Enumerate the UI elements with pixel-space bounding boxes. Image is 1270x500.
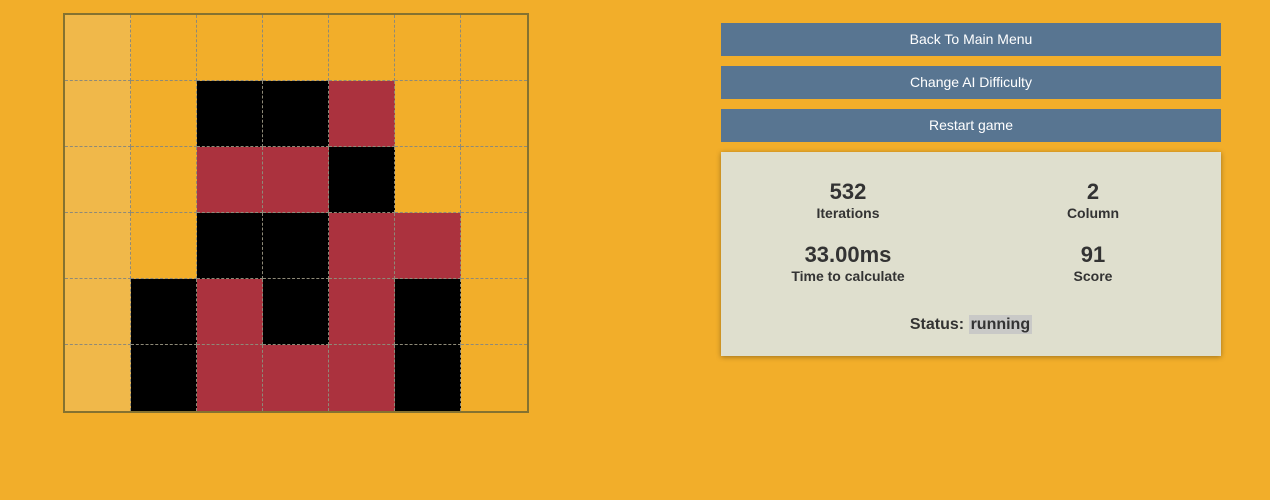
- game-board: [63, 13, 529, 413]
- empty-cell[interactable]: [65, 279, 131, 345]
- empty-cell[interactable]: [131, 213, 197, 279]
- empty-cell[interactable]: [329, 15, 395, 81]
- disc-p1-cell[interactable]: [263, 81, 329, 147]
- score-label: Score: [1073, 268, 1113, 284]
- disc-p1-cell[interactable]: [395, 279, 461, 345]
- score-stat: 91 Score: [968, 242, 1218, 284]
- empty-cell[interactable]: [461, 15, 527, 81]
- disc-p1-cell[interactable]: [197, 81, 263, 147]
- stats-panel: 532 Iterations 2 Column 33.00ms Time to …: [721, 152, 1221, 356]
- time-stat: 33.00ms Time to calculate: [723, 242, 973, 284]
- disc-p1-cell[interactable]: [197, 213, 263, 279]
- restart-game-button[interactable]: Restart game: [721, 109, 1221, 142]
- empty-cell[interactable]: [461, 213, 527, 279]
- status-label: Status:: [909, 316, 965, 333]
- back-to-main-menu-button[interactable]: Back To Main Menu: [721, 23, 1221, 56]
- empty-cell[interactable]: [65, 81, 131, 147]
- score-value: 91: [1080, 242, 1106, 267]
- empty-cell[interactable]: [461, 279, 527, 345]
- disc-p2-cell[interactable]: [263, 345, 329, 411]
- empty-cell[interactable]: [131, 15, 197, 81]
- empty-cell[interactable]: [461, 345, 527, 411]
- iterations-label: Iterations: [816, 205, 880, 221]
- disc-p2-cell[interactable]: [395, 213, 461, 279]
- empty-cell[interactable]: [395, 15, 461, 81]
- disc-p2-cell[interactable]: [329, 81, 395, 147]
- empty-cell[interactable]: [65, 213, 131, 279]
- empty-cell[interactable]: [131, 81, 197, 147]
- empty-cell[interactable]: [65, 15, 131, 81]
- time-label: Time to calculate: [791, 268, 905, 284]
- empty-cell[interactable]: [65, 147, 131, 213]
- column-value: 2: [1086, 179, 1100, 204]
- change-ai-difficulty-button[interactable]: Change AI Difficulty: [721, 66, 1221, 99]
- iterations-value: 532: [829, 179, 867, 204]
- disc-p2-cell[interactable]: [263, 147, 329, 213]
- status-line: Status: running: [721, 315, 1221, 334]
- disc-p1-cell[interactable]: [395, 345, 461, 411]
- time-value: 33.00ms: [804, 242, 892, 267]
- empty-cell[interactable]: [461, 81, 527, 147]
- empty-cell[interactable]: [65, 345, 131, 411]
- disc-p1-cell[interactable]: [263, 213, 329, 279]
- empty-cell[interactable]: [395, 81, 461, 147]
- disc-p2-cell[interactable]: [197, 147, 263, 213]
- empty-cell[interactable]: [197, 15, 263, 81]
- disc-p2-cell[interactable]: [329, 345, 395, 411]
- empty-cell[interactable]: [263, 15, 329, 81]
- disc-p2-cell[interactable]: [197, 279, 263, 345]
- disc-p1-cell[interactable]: [263, 279, 329, 345]
- column-label: Column: [1066, 205, 1120, 221]
- disc-p2-cell[interactable]: [329, 213, 395, 279]
- status-badge: running: [968, 315, 1033, 334]
- column-stat: 2 Column: [968, 179, 1218, 221]
- empty-cell[interactable]: [395, 147, 461, 213]
- disc-p2-cell[interactable]: [329, 279, 395, 345]
- empty-cell[interactable]: [461, 147, 527, 213]
- disc-p1-cell[interactable]: [131, 345, 197, 411]
- iterations-stat: 532 Iterations: [723, 179, 973, 221]
- disc-p1-cell[interactable]: [329, 147, 395, 213]
- disc-p2-cell[interactable]: [197, 345, 263, 411]
- disc-p1-cell[interactable]: [131, 279, 197, 345]
- empty-cell[interactable]: [131, 147, 197, 213]
